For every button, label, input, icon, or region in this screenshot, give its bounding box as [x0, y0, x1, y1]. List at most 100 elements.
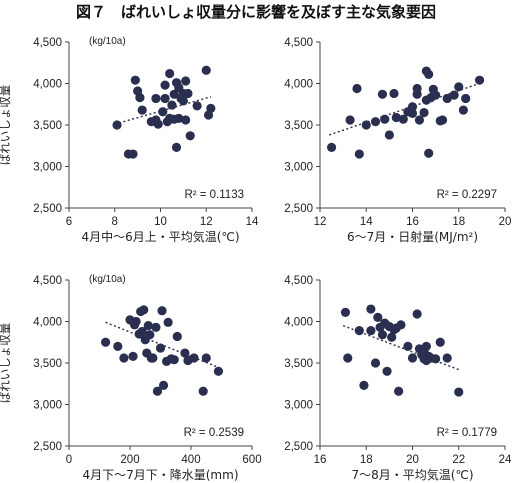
data-point — [345, 115, 355, 125]
x-tick-label: 16 — [406, 216, 419, 228]
data-point — [143, 321, 153, 331]
data-point — [101, 337, 111, 347]
y-tick-label: 4,500 — [284, 37, 313, 49]
data-point — [181, 115, 191, 125]
x-tick-label: 18 — [452, 216, 465, 228]
y-tick-label: 2,500 — [33, 203, 62, 215]
scatter-panel-3: 2,500 3,000 3,500 4,000 4,500 0 200 400 600 4月下～7… — [0, 274, 262, 482]
data-point — [394, 386, 404, 396]
x-axis-label: 6～7月・日射量(MJ/m²) — [347, 229, 478, 244]
data-point — [152, 386, 163, 396]
y-tick-label: 2,500 — [284, 441, 313, 453]
x-tick-label: 12 — [314, 216, 327, 228]
y-tick-label: 3,500 — [33, 358, 62, 370]
data-point — [461, 93, 471, 104]
data-point — [198, 386, 208, 396]
data-point — [370, 358, 381, 368]
data-point — [352, 83, 362, 94]
data-point — [421, 341, 431, 351]
x-axis-label: 4月中～6月上・平均気温(℃) — [81, 229, 239, 244]
scatter-panel-1: 2,500 3,000 3,500 4,000 4,500 6 8 10 12 14 4月中～6月上… — [0, 36, 259, 244]
data-point — [185, 131, 195, 141]
x-tick-label: 6 — [66, 216, 72, 228]
data-point — [424, 69, 434, 79]
data-point — [359, 380, 369, 391]
x-tick-label: 20 — [406, 454, 419, 466]
data-point — [373, 312, 383, 322]
data-point — [189, 353, 199, 363]
data-point — [387, 332, 397, 342]
data-point — [145, 330, 155, 340]
data-point — [354, 326, 364, 336]
data-point — [403, 341, 413, 351]
data-point — [343, 353, 353, 363]
x-tick-label: 24 — [499, 454, 512, 466]
data-point — [437, 115, 448, 125]
r-squared-label: R² = 0.2297 — [437, 189, 497, 201]
data-point — [163, 317, 173, 327]
data-point — [171, 142, 182, 153]
x-tick-label: 22 — [452, 454, 465, 466]
data-point — [424, 148, 434, 158]
y-tick-label: 4,500 — [33, 275, 62, 287]
y-tick-label: 3,000 — [284, 162, 313, 174]
x-axis-label: 4月下～7月下・降水量(mm) — [82, 468, 238, 482]
data-point — [165, 68, 175, 79]
data-point — [407, 108, 418, 118]
data-point — [366, 326, 376, 336]
data-point — [169, 355, 179, 365]
data-point — [366, 304, 376, 314]
data-point — [407, 102, 418, 112]
x-tick-label: 16 — [314, 454, 327, 466]
x-tick-label: 10 — [154, 216, 167, 228]
data-point — [174, 113, 184, 123]
unit-label: (kg/10a) — [89, 36, 126, 47]
data-point — [474, 75, 485, 85]
data-point — [148, 353, 158, 363]
y-tick-label: 4,000 — [33, 317, 62, 329]
data-point — [454, 82, 464, 92]
data-point — [128, 351, 138, 361]
y-tick-label: 3,500 — [284, 120, 313, 132]
data-point — [139, 305, 149, 315]
scatter-panel-4: 2,500 3,000 3,500 4,000 4,500 16 18 20 22 24 7～8月・… — [284, 275, 512, 482]
data-point — [398, 114, 408, 124]
data-point — [442, 353, 452, 363]
data-point — [391, 112, 401, 123]
y-tick-label: 3,000 — [284, 400, 313, 412]
x-tick-label: 14 — [246, 216, 259, 228]
data-point — [112, 120, 122, 130]
data-point — [178, 96, 188, 106]
data-point — [412, 309, 422, 319]
data-point — [128, 149, 138, 159]
y-axis-label: ばれいしょ収量 — [0, 323, 12, 404]
x-tick-label: 400 — [181, 454, 200, 466]
data-point — [130, 75, 140, 85]
data-point — [431, 90, 441, 100]
data-point — [158, 380, 169, 391]
x-tick-label: 20 — [499, 216, 512, 228]
axis-lines — [68, 280, 252, 447]
data-point — [137, 326, 147, 337]
y-tick-label: 3,000 — [33, 400, 62, 412]
data-point — [135, 93, 145, 103]
data-point — [153, 119, 163, 129]
axis-lines — [319, 42, 505, 209]
data-point — [160, 80, 170, 90]
data-point — [354, 149, 364, 159]
x-tick-label: 0 — [66, 454, 72, 466]
data-point — [442, 93, 452, 104]
y-tick-label: 2,500 — [33, 441, 62, 453]
y-tick-label: 2,500 — [284, 203, 313, 215]
data-point — [158, 107, 168, 117]
data-point — [377, 330, 388, 340]
y-tick-label: 4,000 — [33, 79, 62, 91]
data-point — [201, 65, 211, 75]
data-point — [131, 316, 141, 327]
data-point — [157, 306, 167, 316]
data-point — [435, 337, 445, 347]
y-tick-label: 4,500 — [284, 275, 313, 287]
data-point — [180, 348, 190, 358]
y-axis-label: ばれいしょ収量 — [0, 85, 12, 166]
